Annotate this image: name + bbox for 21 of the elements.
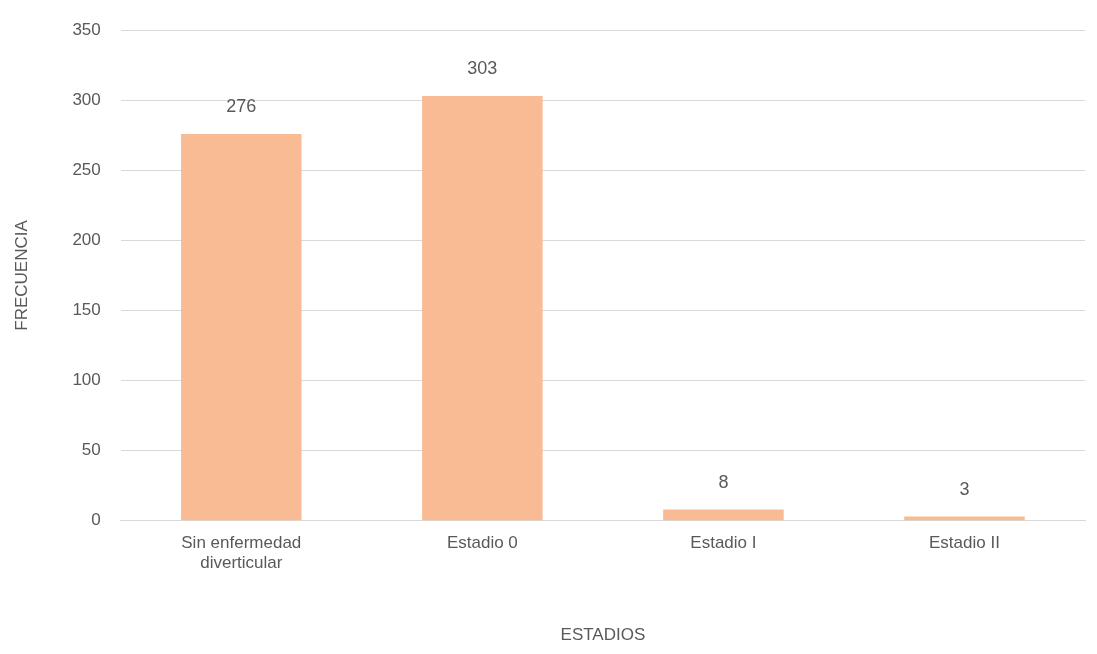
x-tick-label: Sin enfermedad diverticular xyxy=(181,532,302,573)
y-tick-label: 50 xyxy=(81,440,101,460)
y-tick-label: 250 xyxy=(72,160,101,180)
data-label: 3 xyxy=(959,478,970,499)
data-label: 8 xyxy=(718,471,729,492)
y-tick-label: 150 xyxy=(72,300,101,320)
x-tick-label: Estadio II xyxy=(929,532,1000,552)
x-tick-label: Estadio I xyxy=(690,532,757,552)
bar xyxy=(663,509,784,521)
data-label: 303 xyxy=(467,58,498,79)
y-tick-label: 100 xyxy=(72,370,101,390)
data-label: 276 xyxy=(226,95,257,116)
y-tick-label: 300 xyxy=(72,89,101,109)
x-axis-title: ESTADIOS xyxy=(560,625,646,645)
y-tick-label: 0 xyxy=(91,510,101,530)
y-tick-label: 200 xyxy=(72,230,101,250)
y-axis-title: FRECUENCIA xyxy=(11,219,31,331)
y-tick-label: 350 xyxy=(72,19,101,39)
bar xyxy=(422,96,543,521)
x-tick-label: Estadio 0 xyxy=(446,532,518,552)
bar xyxy=(181,133,302,521)
